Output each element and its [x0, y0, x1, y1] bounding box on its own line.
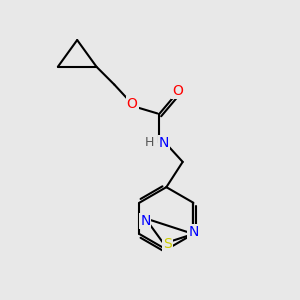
- Text: O: O: [172, 84, 183, 98]
- Text: S: S: [163, 237, 172, 250]
- Text: H: H: [145, 136, 154, 149]
- Text: N: N: [159, 136, 169, 150]
- Text: N: N: [188, 225, 199, 238]
- Text: N: N: [140, 214, 151, 228]
- Text: O: O: [127, 97, 138, 111]
